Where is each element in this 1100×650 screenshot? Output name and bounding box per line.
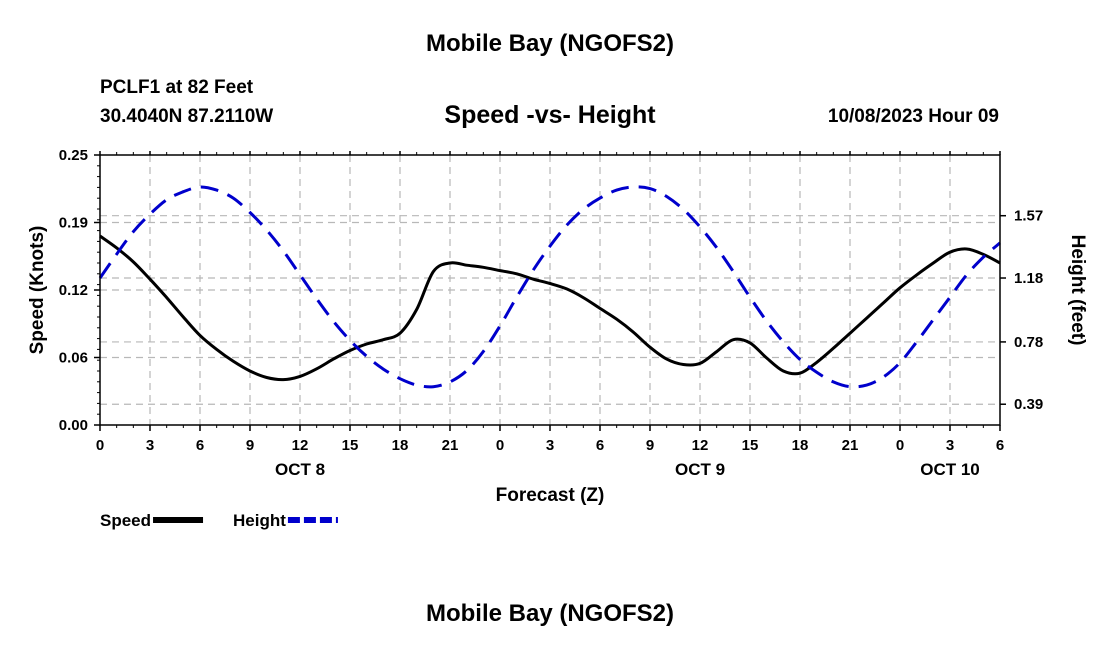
chart-title: Mobile Bay (NGOFS2) [425,30,675,57]
y-axis-right-label: Height (feet) [1067,235,1088,346]
y-axis-left-label: Speed (Knots) [27,226,48,355]
y-right-tick-label: 1.57 [1014,208,1043,225]
x-tick-label: 15 [342,437,359,454]
y-left-tick-label: 0.06 [59,350,88,367]
x-tick-label: 21 [442,437,459,454]
x-tick-label: 6 [996,437,1004,454]
station-label: PCLF1 at 82 Feet [100,77,254,98]
height-line [98,185,1001,389]
y-left-tick-label: 0.12 [59,282,88,299]
coordinates-label: 30.4040N 87.2110W [100,106,274,127]
y-left-tick-label: 0.25 [59,147,88,164]
y-right-tick-label: 1.18 [1014,270,1043,287]
x-tick-label: 12 [292,437,309,454]
legend-label: Height [233,511,286,530]
legend: Speed Height [100,511,338,530]
x-tick-label: 6 [196,437,204,454]
y-left-tick-label: 0.00 [59,417,88,434]
speed-line [99,234,1001,382]
x-tick-label: 3 [146,437,154,454]
x-tick-label: 0 [496,437,504,454]
y-right-tick-label: 0.78 [1014,334,1043,351]
x-tick-label: 18 [392,437,409,454]
forecast-date-label: 10/08/2023 Hour 09 [827,106,999,127]
series-lines [98,185,1001,389]
grid [100,155,1000,425]
axis-labels: Forecast (Z) Speed (Knots) Height (feet)… [27,147,1088,506]
x-tick-label: 6 [596,437,604,454]
axis-ticks [94,151,1006,431]
y-right-tick-label: 0.39 [1014,396,1043,413]
x-tick-label: 3 [546,437,554,454]
chart-subtitle: Speed -vs- Height [444,101,656,129]
x-tick-label: 3 [946,437,954,454]
x-tick-label: 18 [792,437,809,454]
y-left-tick-label: 0.19 [59,215,88,232]
x-tick-label: 15 [742,437,759,454]
x-tick-label: 21 [842,437,859,454]
x-tick-label: 9 [646,437,654,454]
legend-label: Speed [100,511,151,530]
x-tick-label: 0 [896,437,904,454]
x-axis-label: Forecast (Z) [496,485,605,506]
footer-title: Mobile Bay (NGOFS2) [425,600,675,627]
x-tick-label: 12 [692,437,709,454]
x-tick-label: 9 [246,437,254,454]
x-tick-label: 0 [96,437,104,454]
day-label: OCT 9 [675,460,725,479]
day-label: OCT 10 [920,460,980,479]
day-label: OCT 8 [275,460,325,479]
